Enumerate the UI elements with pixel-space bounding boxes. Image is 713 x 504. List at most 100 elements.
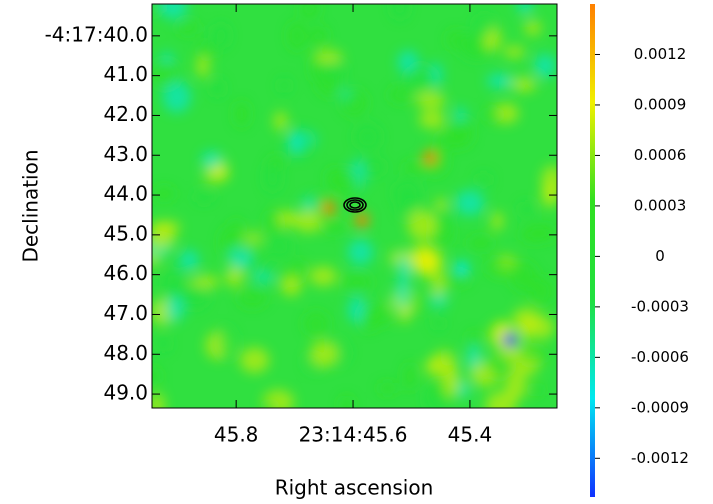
noise-blob — [234, 100, 250, 128]
noise-blob — [152, 60, 179, 88]
noise-blob — [152, 220, 181, 233]
noise-blob — [443, 366, 460, 398]
noise-blob — [390, 4, 409, 20]
noise-blob — [524, 20, 542, 36]
noise-blob — [225, 266, 243, 288]
noise-blob — [219, 226, 237, 257]
noise-blob — [418, 110, 446, 129]
noise-blob — [196, 44, 217, 58]
y-tick-label: 41.0 — [103, 62, 148, 86]
x-tick-label: 45.4 — [448, 423, 493, 447]
noise-blob — [212, 23, 230, 49]
noise-blob — [378, 381, 397, 395]
noise-blob — [303, 310, 329, 337]
noise-blob — [455, 261, 469, 275]
noise-blob — [301, 197, 316, 211]
y-tick-label: 44.0 — [103, 182, 148, 206]
x-tick-label: 45.8 — [214, 423, 259, 447]
noise-blob — [237, 287, 268, 308]
y-tick-label: -4:17:40.0 — [45, 22, 148, 46]
colorbar-tick-label: -0.0009 — [631, 398, 689, 416]
noise-blob — [203, 165, 230, 183]
noise-blob — [541, 185, 557, 208]
y-tick-label: 45.0 — [103, 221, 148, 245]
noise-blob — [402, 160, 427, 174]
noise-blob — [407, 291, 437, 312]
noise-blob — [510, 261, 537, 293]
noise-blob — [354, 123, 382, 151]
noise-blob — [158, 4, 188, 20]
colorbar-tick-label: -0.0003 — [631, 297, 689, 315]
noise-blob — [281, 274, 302, 297]
noise-blob — [519, 226, 545, 243]
x-tick-label: 23:14:45.6 — [299, 423, 408, 447]
y-tick-label: 48.0 — [103, 341, 148, 365]
noise-blob — [529, 382, 543, 397]
noise-blob — [182, 283, 209, 310]
noise-blob — [347, 239, 374, 265]
noise-blob — [491, 211, 504, 231]
noise-blob — [432, 316, 445, 331]
y-axis-label: Declination — [19, 149, 43, 262]
noise-blob — [309, 26, 328, 46]
noise-blob — [193, 191, 216, 204]
noise-blob — [475, 172, 492, 187]
noise-blob — [405, 64, 437, 94]
colorbar-tick-label: 0.0012 — [634, 45, 687, 63]
noise-blob — [485, 258, 518, 277]
noise-blob — [162, 81, 191, 113]
noise-blob — [156, 335, 171, 353]
colorbar-tick-label: -0.0012 — [631, 449, 689, 467]
noise — [152, 4, 557, 408]
noise-blob — [504, 371, 527, 401]
noise-blob — [467, 330, 481, 348]
noise-blob — [268, 155, 285, 168]
noise-blob — [415, 91, 446, 109]
colorbar — [590, 4, 595, 497]
noise-blob — [473, 13, 495, 37]
colorbar-tick-label: 0.0006 — [634, 146, 687, 164]
x-axis-label: Right ascension — [275, 476, 434, 500]
noise-blob — [403, 361, 417, 392]
noise-blob — [217, 326, 237, 359]
noise-blob — [418, 243, 434, 275]
noise-blob — [339, 395, 354, 408]
noise-blob — [252, 270, 275, 284]
noise-blob — [529, 277, 554, 306]
colorbar-tick-label: 0.0009 — [634, 95, 687, 113]
colorbar-tick-label: -0.0006 — [631, 348, 689, 366]
noise-blob — [446, 29, 465, 50]
noise-blob — [441, 271, 471, 287]
noise-blob — [309, 266, 337, 287]
noise-blob — [152, 392, 165, 408]
contours — [343, 197, 367, 213]
noise-blob — [287, 21, 307, 51]
noise-blob — [453, 117, 474, 148]
noise-blob — [322, 201, 336, 215]
noise-blob — [176, 20, 200, 35]
noise-blob — [517, 346, 549, 365]
noise-blob — [455, 190, 485, 216]
noise-blob — [210, 78, 225, 98]
noise-blob — [164, 295, 185, 322]
noise-blob — [265, 209, 282, 237]
noise-blob — [299, 4, 320, 20]
noise-blob — [287, 130, 304, 156]
plot-frame — [151, 3, 558, 409]
noise-blob — [201, 150, 223, 169]
noise-blob — [289, 259, 307, 277]
noise-blob — [341, 272, 372, 293]
y-tick-label: 47.0 — [103, 301, 148, 325]
noise-blob — [529, 315, 555, 340]
noise-blob — [423, 151, 437, 165]
noise-blob — [152, 186, 176, 202]
colorbar-tick-label: 0 — [655, 247, 665, 265]
noise-blob — [196, 55, 210, 78]
noise-blob — [517, 4, 533, 15]
noise-blob — [503, 45, 526, 58]
noise-blob — [388, 86, 413, 104]
noise-blob — [263, 398, 277, 408]
noise-blob — [511, 77, 537, 92]
colorbar-tick-label: 0.0003 — [634, 196, 687, 214]
